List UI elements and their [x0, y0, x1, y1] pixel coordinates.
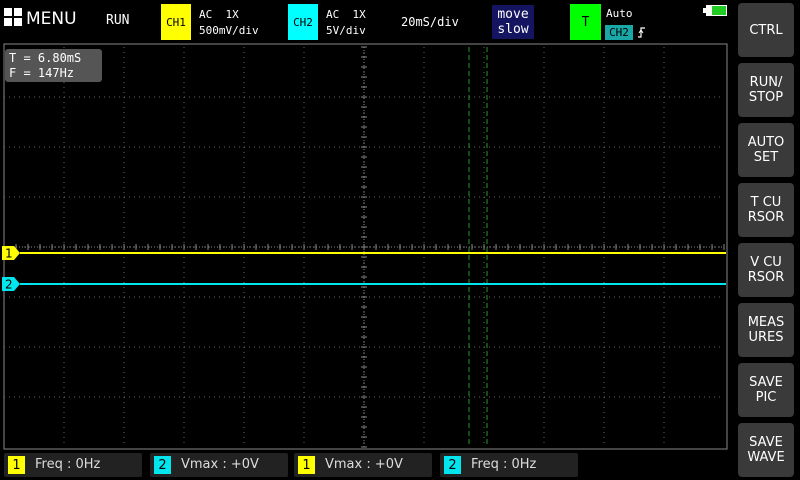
ch2-scale: 5V/div [326, 24, 366, 37]
trigger-source: CH2 [605, 25, 633, 40]
measure-text: Vmax : +0V [325, 457, 403, 472]
ch1-marker-shape [2, 246, 20, 260]
channel-badge: 1 [298, 456, 315, 474]
period-readout: T = 6.80mS [9, 51, 82, 65]
button-label: RSOR [747, 270, 785, 285]
button-label: STOP [748, 90, 784, 105]
run-state: RUN [106, 13, 130, 28]
button-label: AUTO [747, 135, 785, 150]
menu-icon [4, 8, 22, 26]
side-button[interactable]: MEAS URES [738, 303, 794, 357]
button-label: V CU [750, 255, 782, 270]
channel-badge: 2 [154, 456, 171, 474]
measure-text: Freq : 0Hz [35, 457, 101, 472]
side-button[interactable]: CTRL [738, 3, 794, 57]
trigger-badge[interactable]: T [570, 4, 601, 40]
button-label: SAVE [749, 435, 783, 450]
measure-item[interactable]: 1 Freq : 0Hz [4, 453, 142, 477]
side-button[interactable]: SAVE WAVE [738, 423, 794, 477]
menu-button[interactable]: MENU [26, 9, 77, 29]
side-button[interactable]: RUN/STOP [738, 63, 794, 117]
trigger-edge-icon [638, 27, 645, 38]
side-button[interactable]: SAVE PIC [738, 363, 794, 417]
ch2-marker: 2 [5, 278, 13, 292]
measure-text: Vmax : +0V [181, 457, 259, 472]
channel-badge: 1 [8, 456, 25, 474]
trigger-mode: Auto [606, 7, 633, 20]
measure-text: Freq : 0Hz [471, 457, 537, 472]
readout-box: T = 6.80mS F = 147Hz [5, 49, 102, 82]
move-speed[interactable]: move slow [492, 5, 534, 39]
measure-item[interactable]: 2 Vmax : +0V [150, 453, 288, 477]
side-button[interactable]: AUTO SET [738, 123, 794, 177]
button-label: PIC [755, 390, 777, 405]
move-line2: slow [497, 22, 529, 37]
button-label: WAVE [747, 450, 785, 465]
side-button[interactable]: T CU RSOR [738, 183, 794, 237]
battery-icon [703, 5, 727, 16]
ch2-marker-shape [2, 277, 20, 291]
button-label: URES [748, 330, 784, 345]
measure-item[interactable]: 2 Freq : 0Hz [440, 453, 578, 477]
button-label: MEAS [747, 315, 785, 330]
button-label: SAVE [749, 375, 783, 390]
side-button[interactable]: V CU RSOR [738, 243, 794, 297]
measure-item[interactable]: 1 Vmax : +0V [294, 453, 432, 477]
ch1-scale: 500mV/div [199, 24, 259, 37]
ch1-badge[interactable]: CH1 [161, 4, 191, 40]
button-label: RSOR [747, 210, 785, 225]
channel-badge: 2 [444, 456, 461, 474]
waveform-area[interactable]: 12 [0, 0, 732, 452]
button-label: RUN/ [749, 75, 783, 90]
move-line1: move [497, 7, 529, 22]
ch2-coupling: AC 1X [326, 8, 366, 21]
timebase[interactable]: 20mS/div [401, 15, 459, 29]
ch1-marker: 1 [5, 247, 13, 261]
button-label: T CU [750, 195, 782, 210]
ch1-coupling: AC 1X [199, 8, 239, 21]
button-label: SET [753, 150, 779, 165]
button-label: CTRL [749, 22, 783, 38]
frequency-readout: F = 147Hz [9, 66, 75, 80]
ch2-badge[interactable]: CH2 [288, 4, 318, 40]
